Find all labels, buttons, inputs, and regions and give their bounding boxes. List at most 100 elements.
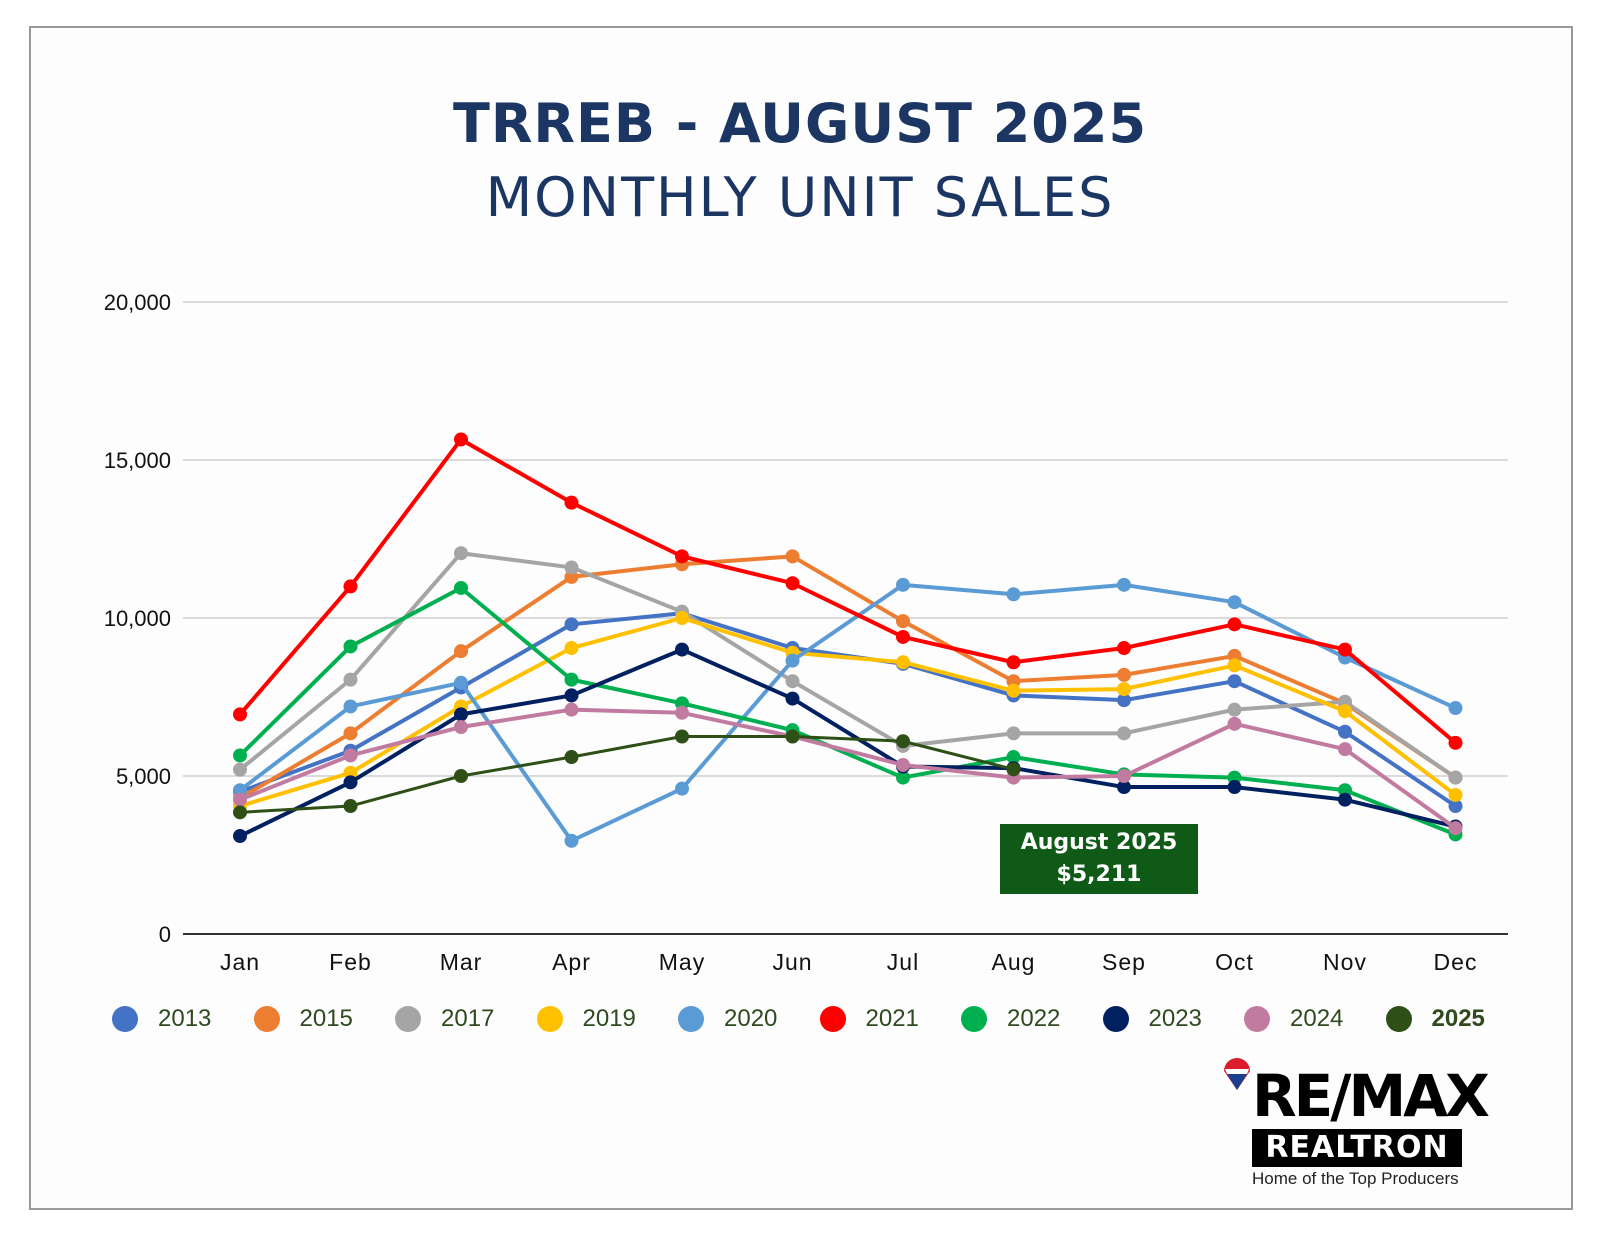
x-tick-label: Mar — [440, 949, 483, 975]
data-point-2019 — [1006, 683, 1021, 698]
data-point-2015 — [896, 614, 910, 629]
data-point-2015 — [343, 726, 358, 741]
legend-label: 2017 — [441, 1005, 495, 1032]
data-point-2021 — [233, 707, 247, 722]
data-point-2023 — [785, 691, 800, 706]
chart-subtitle: MONTHLY UNIT SALES — [485, 166, 1115, 229]
chart-title: TRREB - AUGUST 2025 — [452, 92, 1148, 155]
legend-item-2020: 2020 — [678, 999, 777, 1039]
data-point-2021 — [1338, 642, 1352, 657]
august-2025-callout: August 2025 $5,211 — [1000, 824, 1198, 894]
data-point-2017 — [1448, 770, 1463, 785]
series-line-2023 — [238, 647, 1458, 839]
y-tick-label: 5,000 — [116, 764, 171, 789]
x-tick-label: Jul — [887, 949, 919, 975]
data-point-2022 — [233, 748, 247, 763]
data-point-2021 — [1006, 655, 1021, 670]
callout-value: $5,211 — [1056, 862, 1142, 887]
y-tick-label: 20,000 — [104, 290, 171, 315]
data-point-2013 — [1227, 674, 1242, 689]
x-tick-label: Jun — [772, 949, 812, 975]
data-point-2020 — [343, 699, 358, 714]
data-point-2024 — [896, 757, 910, 772]
x-tick-label: Jan — [220, 949, 260, 975]
data-point-2024 — [233, 792, 247, 807]
data-point-2024 — [1117, 769, 1131, 783]
legend-swatch — [961, 1006, 987, 1032]
data-point-2013 — [1338, 724, 1352, 739]
data-point-2023 — [1338, 792, 1352, 807]
x-tick-label: Sep — [1102, 949, 1146, 975]
series-line-2022 — [238, 585, 1458, 837]
data-point-2021 — [896, 629, 910, 644]
legend-swatch — [819, 1006, 846, 1032]
series-line-2017 — [238, 551, 1458, 780]
x-tick-label: Nov — [1323, 949, 1367, 975]
data-point-2025 — [233, 805, 247, 820]
data-point-2021 — [454, 432, 468, 447]
data-point-2024 — [1448, 821, 1463, 836]
data-point-2021 — [1448, 735, 1463, 750]
legend-label: 2020 — [724, 1005, 778, 1032]
data-point-2022 — [896, 770, 910, 785]
data-point-2024 — [1227, 716, 1242, 731]
legend-label: 2015 — [299, 1005, 353, 1032]
data-point-2017 — [1117, 726, 1131, 741]
data-point-2017 — [343, 672, 358, 687]
legend-swatch — [395, 1006, 421, 1032]
data-point-2019 — [1448, 787, 1463, 802]
data-point-2017 — [1006, 726, 1021, 741]
legend-label: 2023 — [1148, 1005, 1202, 1032]
x-tick-label: May — [659, 949, 705, 975]
data-point-2025 — [1006, 762, 1021, 777]
chart-legend: 2013 2015 2017 2019 2020 2021 2022 2023 2024 2025 — [112, 999, 1492, 1039]
data-point-2020 — [1448, 701, 1463, 716]
balloon-icon — [1224, 1058, 1250, 1090]
series-line-2024 — [238, 707, 1458, 831]
data-point-2022 — [343, 639, 358, 654]
data-point-2024 — [454, 720, 468, 735]
data-point-2017 — [233, 762, 247, 777]
x-tick-label: Feb — [329, 949, 372, 975]
data-point-2021 — [1227, 617, 1242, 632]
data-point-2013 — [1117, 693, 1131, 708]
data-point-2021 — [675, 549, 689, 564]
legend-swatch — [1102, 1006, 1129, 1032]
data-point-2020 — [785, 653, 800, 668]
data-point-2017 — [785, 674, 800, 689]
legend-label: 2022 — [1007, 1005, 1061, 1032]
x-tick-label: Apr — [552, 949, 591, 975]
data-point-2020 — [675, 781, 689, 796]
data-point-2021 — [785, 576, 800, 591]
data-point-2023 — [1117, 780, 1131, 795]
data-point-2017 — [564, 560, 579, 575]
data-point-2015 — [1117, 667, 1131, 682]
data-point-2024 — [343, 748, 358, 763]
data-point-2019 — [896, 655, 910, 670]
legend-item-2025: 2025 — [1385, 999, 1485, 1039]
y-tick-label: 0 — [159, 922, 171, 947]
data-point-2021 — [564, 495, 579, 510]
data-point-2017 — [454, 546, 468, 561]
data-point-2024 — [675, 705, 689, 720]
legend-label: 2024 — [1290, 1005, 1344, 1032]
legend-item-2022: 2022 — [961, 999, 1060, 1039]
series-line-2015 — [238, 554, 1458, 801]
data-point-2015 — [785, 549, 800, 564]
legend-swatch — [536, 1006, 563, 1032]
data-point-2025 — [454, 769, 468, 783]
x-tick-label: Oct — [1215, 949, 1254, 975]
legend-swatch — [1244, 1006, 1270, 1032]
data-point-2020 — [1227, 595, 1242, 610]
data-point-2020 — [564, 833, 579, 848]
data-point-2022 — [454, 580, 468, 595]
data-point-2021 — [1117, 641, 1131, 656]
callout-title: August 2025 — [1020, 830, 1178, 855]
logo-brand: RE/MAX — [1252, 1062, 1490, 1130]
legend-label: 2021 — [865, 1005, 919, 1032]
data-point-2019 — [1338, 704, 1352, 719]
data-point-2025 — [343, 799, 358, 814]
remax-realtron-logo: RE/MAX REALTRON Home of the Top Producer… — [1222, 1053, 1490, 1188]
data-point-2019 — [564, 641, 579, 656]
